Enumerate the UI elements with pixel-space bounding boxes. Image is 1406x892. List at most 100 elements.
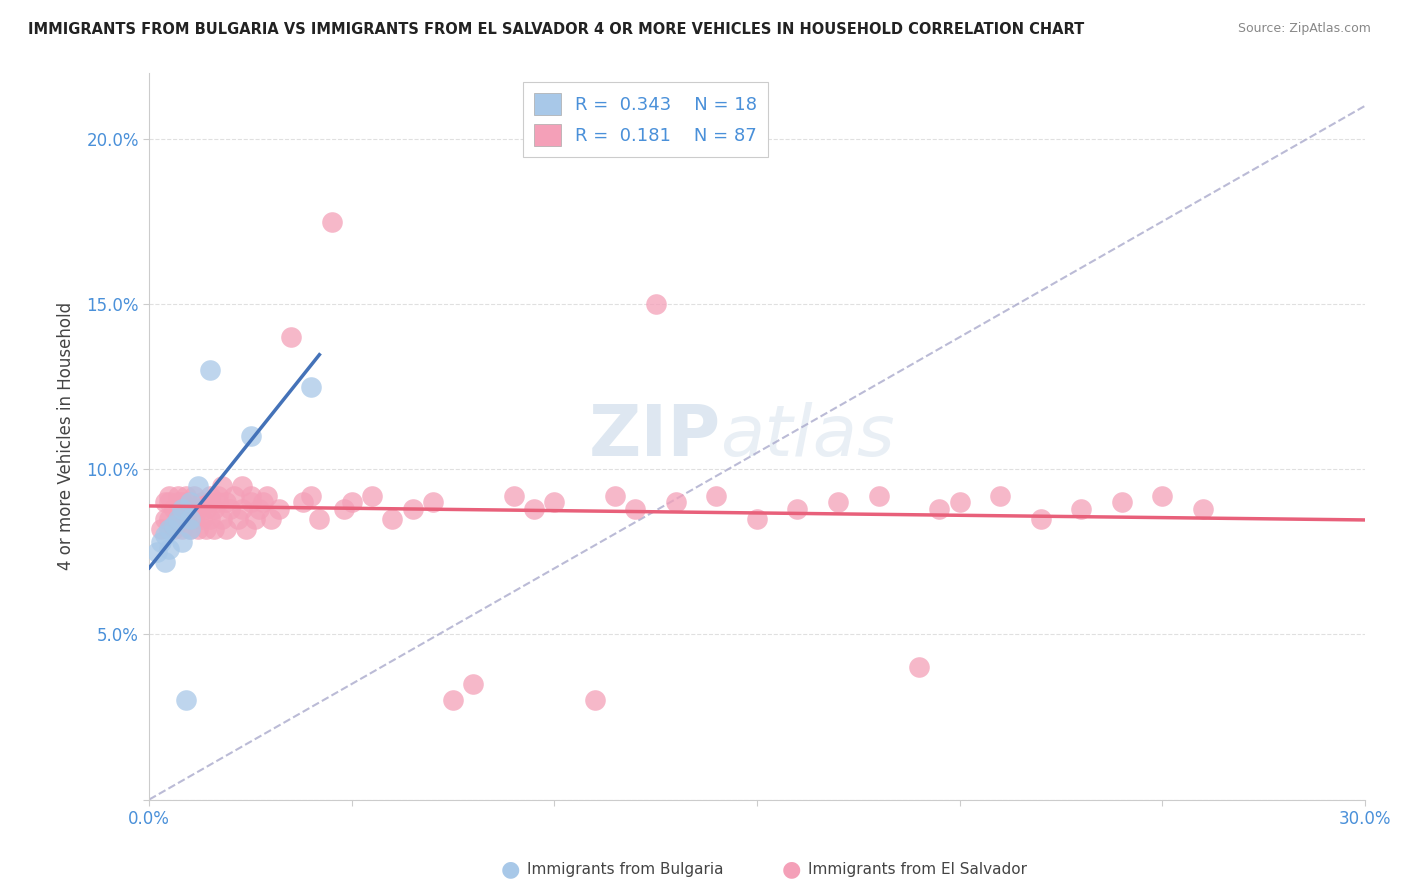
Point	[155, 512, 177, 526]
Point	[202, 522, 225, 536]
Point	[332, 502, 354, 516]
Point	[174, 489, 197, 503]
Point	[162, 518, 184, 533]
Point	[401, 502, 423, 516]
Point	[260, 512, 283, 526]
Point	[280, 330, 302, 344]
Point	[166, 495, 188, 509]
Text: ●: ●	[782, 860, 801, 880]
Point	[159, 512, 181, 526]
Point	[194, 502, 217, 516]
Point	[174, 512, 197, 526]
Text: atlas: atlas	[720, 401, 896, 471]
Point	[150, 535, 173, 549]
Point	[228, 512, 250, 526]
Text: Immigrants from Bulgaria: Immigrants from Bulgaria	[527, 863, 724, 877]
Text: ZIP: ZIP	[588, 401, 720, 471]
Point	[198, 363, 221, 377]
Point	[155, 495, 177, 509]
Point	[583, 693, 606, 707]
Point	[162, 522, 184, 536]
Point	[159, 489, 181, 503]
Point	[239, 489, 262, 503]
Point	[170, 495, 193, 509]
Point	[1111, 495, 1133, 509]
Point	[381, 512, 404, 526]
Point	[239, 429, 262, 443]
Point	[183, 489, 205, 503]
Point	[159, 522, 181, 536]
Point	[179, 502, 201, 516]
Point	[198, 512, 221, 526]
Point	[155, 555, 177, 569]
Point	[162, 502, 184, 516]
Point	[187, 479, 209, 493]
Point	[1029, 512, 1052, 526]
Point	[191, 512, 214, 526]
Point	[146, 545, 169, 559]
Point	[179, 512, 201, 526]
Point	[256, 489, 278, 503]
Point	[235, 522, 257, 536]
Point	[170, 522, 193, 536]
Point	[179, 495, 201, 509]
Point	[523, 502, 546, 516]
Point	[207, 495, 229, 509]
Point	[170, 535, 193, 549]
Point	[194, 522, 217, 536]
Point	[463, 677, 485, 691]
Point	[543, 495, 565, 509]
Point	[292, 495, 315, 509]
Point	[239, 495, 262, 509]
Point	[1191, 502, 1213, 516]
Point	[187, 502, 209, 516]
Point	[908, 660, 931, 674]
Point	[422, 495, 444, 509]
Point	[179, 522, 201, 536]
Point	[252, 495, 274, 509]
Point	[159, 495, 181, 509]
Text: IMMIGRANTS FROM BULGARIA VS IMMIGRANTS FROM EL SALVADOR 4 OR MORE VEHICLES IN HO: IMMIGRANTS FROM BULGARIA VS IMMIGRANTS F…	[28, 22, 1084, 37]
Point	[183, 512, 205, 526]
Point	[247, 502, 270, 516]
Point	[219, 502, 242, 516]
Point	[155, 528, 177, 542]
Point	[644, 297, 666, 311]
Point	[502, 489, 524, 503]
Point	[988, 489, 1011, 503]
Point	[786, 502, 808, 516]
Point	[441, 693, 464, 707]
Text: Immigrants from El Salvador: Immigrants from El Salvador	[808, 863, 1028, 877]
Point	[191, 495, 214, 509]
Point	[166, 512, 188, 526]
Y-axis label: 4 or more Vehicles in Household: 4 or more Vehicles in Household	[58, 302, 75, 570]
Point	[665, 495, 688, 509]
Point	[231, 479, 253, 493]
Point	[179, 522, 201, 536]
Point	[948, 495, 970, 509]
Point	[361, 489, 384, 503]
Point	[187, 522, 209, 536]
Point	[706, 489, 728, 503]
Point	[215, 495, 238, 509]
Point	[1152, 489, 1174, 503]
Point	[299, 489, 322, 503]
Text: Source: ZipAtlas.com: Source: ZipAtlas.com	[1237, 22, 1371, 36]
Point	[159, 541, 181, 556]
Point	[215, 522, 238, 536]
Point	[243, 512, 266, 526]
Point	[299, 380, 322, 394]
Point	[745, 512, 768, 526]
Point	[928, 502, 950, 516]
Point	[211, 512, 233, 526]
Point	[179, 495, 201, 509]
Point	[624, 502, 647, 516]
Text: ●: ●	[501, 860, 520, 880]
Point	[166, 512, 188, 526]
Point	[231, 502, 253, 516]
Point	[166, 489, 188, 503]
Point	[267, 502, 290, 516]
Point	[207, 489, 229, 503]
Point	[174, 693, 197, 707]
Point	[150, 522, 173, 536]
